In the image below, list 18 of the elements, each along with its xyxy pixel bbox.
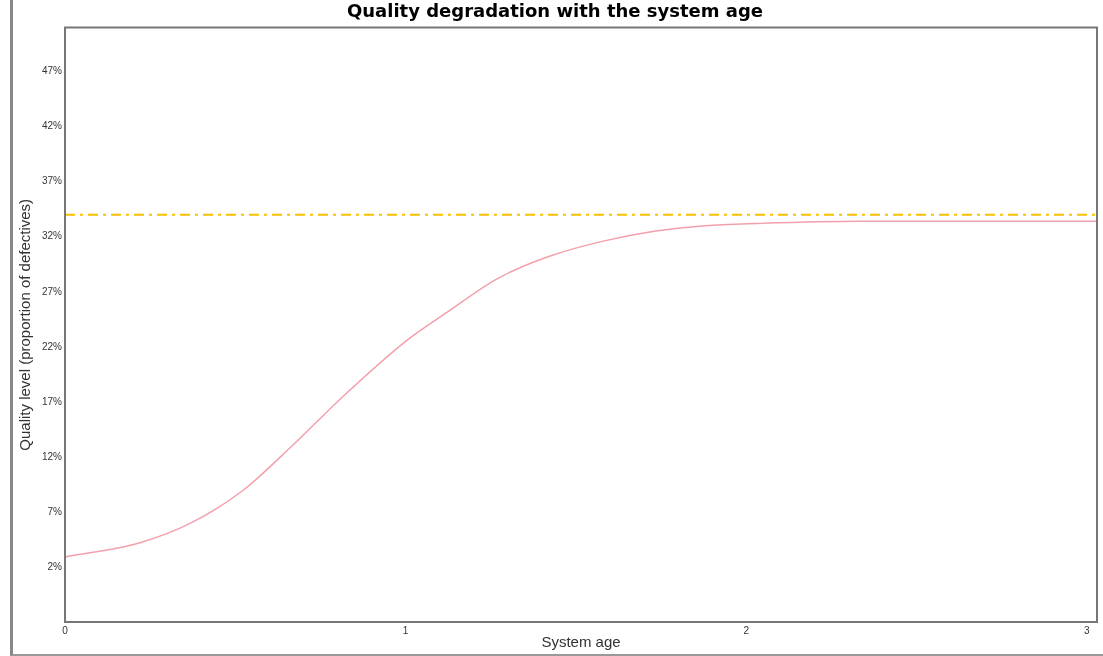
y-tick-label: 47% <box>42 65 63 77</box>
x-axis-title: System age <box>541 633 621 651</box>
x-tick-label: 0 <box>62 624 69 636</box>
x-tick-label: 1 <box>402 624 409 636</box>
y-tick-label: 17% <box>42 395 63 407</box>
y-tick-label: 22% <box>42 340 63 352</box>
y-tick-label: 2% <box>47 560 63 572</box>
y-tick-label: 42% <box>42 120 63 132</box>
y-tick-label: 32% <box>42 230 63 242</box>
y-tick-label: 37% <box>42 175 63 187</box>
y-tick-label: 7% <box>47 505 63 517</box>
y-axis-title: Quality level (proportion of defectives) <box>16 198 34 451</box>
x-tick-label: 3 <box>1084 624 1090 636</box>
y-tick-label: 12% <box>42 450 63 462</box>
y-tick-label: 27% <box>42 285 63 297</box>
chart-title: Quality degradation with the system age <box>346 0 764 22</box>
x-tick-label: 2 <box>743 624 750 636</box>
line-series <box>65 220 1097 558</box>
